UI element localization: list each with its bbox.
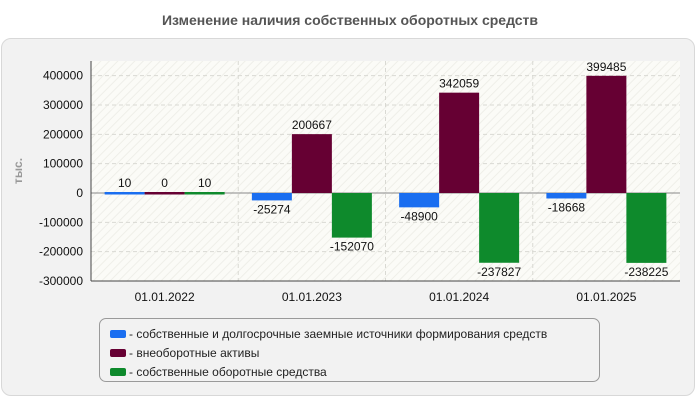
legend-label-sources: - собственные и долгосрочные заемные ист…	[129, 326, 548, 341]
bar	[331, 193, 372, 238]
chart-legend: - собственные и долгосрочные заемные ист…	[99, 318, 600, 382]
bar	[251, 193, 292, 201]
data-label: -48900	[400, 209, 438, 223]
data-label: -238225	[624, 265, 668, 279]
legend-swatch-noncurrent-assets	[110, 348, 126, 357]
bar	[184, 192, 225, 195]
data-label: 200667	[292, 118, 332, 132]
bar	[144, 192, 185, 195]
bar	[291, 134, 332, 193]
x-tick-label: 01.01.2022	[135, 290, 195, 304]
data-label: 10	[118, 176, 132, 190]
data-label: -152070	[330, 240, 374, 254]
y-tick-label: -300000	[39, 274, 83, 288]
data-label: 342059	[439, 77, 479, 91]
x-tick-label: 01.01.2025	[576, 290, 636, 304]
y-tick-label: 0	[76, 186, 83, 200]
bar	[546, 193, 587, 199]
y-tick-label: 400000	[43, 69, 83, 83]
data-label: 10	[198, 176, 212, 190]
legend-item-working-capital: - собственные оборотные средства	[110, 362, 599, 381]
y-tick-label: 300000	[43, 98, 83, 112]
y-tick-label: -200000	[39, 245, 83, 259]
bar	[626, 193, 667, 263]
legend-item-sources: - собственные и долгосрочные заемные ист…	[110, 324, 599, 343]
chart-title: Изменение наличия собственных оборотных …	[161, 12, 539, 28]
legend-label-noncurrent-assets: - внеоборотные активы	[129, 345, 260, 360]
data-label: -237827	[477, 265, 521, 279]
legend-item-noncurrent-assets: - внеоборотные активы	[110, 343, 599, 362]
data-label: -18668	[548, 200, 586, 214]
x-tick-label: 01.01.2024	[429, 290, 489, 304]
bar	[586, 75, 627, 193]
legend-label-working-capital: - собственные оборотные средства	[129, 364, 327, 379]
y-axis-title: тыс.	[11, 158, 25, 184]
y-tick-label: 100000	[43, 157, 83, 171]
data-label: 399485	[586, 60, 626, 74]
bar	[479, 193, 520, 263]
data-label: -25274	[253, 202, 291, 216]
y-tick-label: -100000	[39, 215, 83, 229]
bar	[439, 92, 480, 193]
data-label: 0	[161, 176, 168, 190]
x-tick-label: 01.01.2023	[282, 290, 342, 304]
legend-swatch-sources	[110, 329, 126, 338]
y-tick-label: 200000	[43, 127, 83, 141]
bar	[399, 193, 440, 208]
bar	[104, 192, 145, 195]
legend-swatch-working-capital	[110, 367, 126, 376]
